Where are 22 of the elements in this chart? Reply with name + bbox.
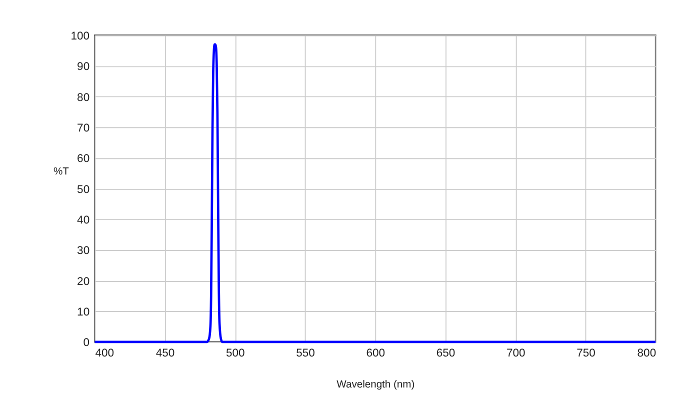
x-tick-label: 600 <box>366 348 386 360</box>
y-tick-label: 0 <box>83 337 90 350</box>
y-tick-label: 40 <box>77 214 90 227</box>
y-tick-label: 80 <box>77 92 90 104</box>
x-tick-label: 800 <box>637 348 656 360</box>
y-tick-label: 60 <box>77 153 90 166</box>
y-tick-label: 30 <box>77 245 90 258</box>
y-tick-label: 100 <box>70 30 90 42</box>
x-tick-label: 550 <box>296 348 315 360</box>
x-tick-label: 400 <box>95 348 114 360</box>
x-tick-label: 650 <box>436 348 456 360</box>
y-tick-label: 90 <box>77 61 90 74</box>
y-tick-label: 50 <box>77 184 90 196</box>
x-tick-label: 500 <box>226 348 245 360</box>
y-tick-label: 10 <box>77 306 90 319</box>
x-tick-label: 750 <box>576 348 596 360</box>
x-axis-title: Wavelength (nm) <box>336 379 415 390</box>
y-tick-label: 70 <box>77 122 90 134</box>
x-tick-label: 700 <box>506 348 526 360</box>
y-tick-label: 20 <box>77 276 90 288</box>
x-tick-label: 450 <box>156 348 175 360</box>
y-axis-title: %T <box>53 166 70 178</box>
